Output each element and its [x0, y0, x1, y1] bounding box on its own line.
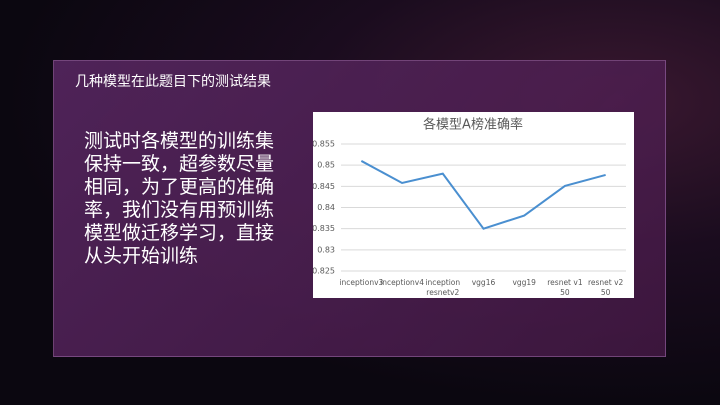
y-tick-label: 0.855: [313, 140, 335, 149]
y-tick-label: 0.85: [317, 161, 335, 170]
body-text: 测试时各模型的训练集保持一致，超参数尽量相同，为了更高的准确率，我们没有用预训练…: [84, 130, 275, 267]
y-tick-label: 0.835: [313, 224, 335, 233]
y-tick-label: 0.845: [313, 182, 335, 191]
x-tick-label: inception resnetv2: [425, 278, 460, 297]
line-series: [360, 160, 606, 230]
x-tick-label: vgg16: [472, 278, 496, 287]
chart: 各模型A榜准确率 0.825 0.83 0.835 0.84 0.845 0.85 0.85…: [313, 112, 634, 298]
chart-background: [313, 112, 634, 298]
slide-title: 几种模型在此题目下的测试结果: [75, 74, 271, 90]
y-tick-label: 0.84: [317, 203, 335, 212]
y-tick-label: 0.83: [317, 245, 335, 254]
x-tick-label: vgg19: [512, 278, 536, 287]
y-tick-label: 0.825: [313, 267, 335, 276]
x-tick-label: resnet v1 50: [547, 278, 583, 297]
x-tick-label: resnet v2 50: [588, 278, 624, 297]
x-tick-label: inceptionv3: [339, 278, 383, 287]
x-tick-label: inceptionv4: [380, 278, 424, 287]
chart-title: 各模型A榜准确率: [423, 117, 523, 133]
